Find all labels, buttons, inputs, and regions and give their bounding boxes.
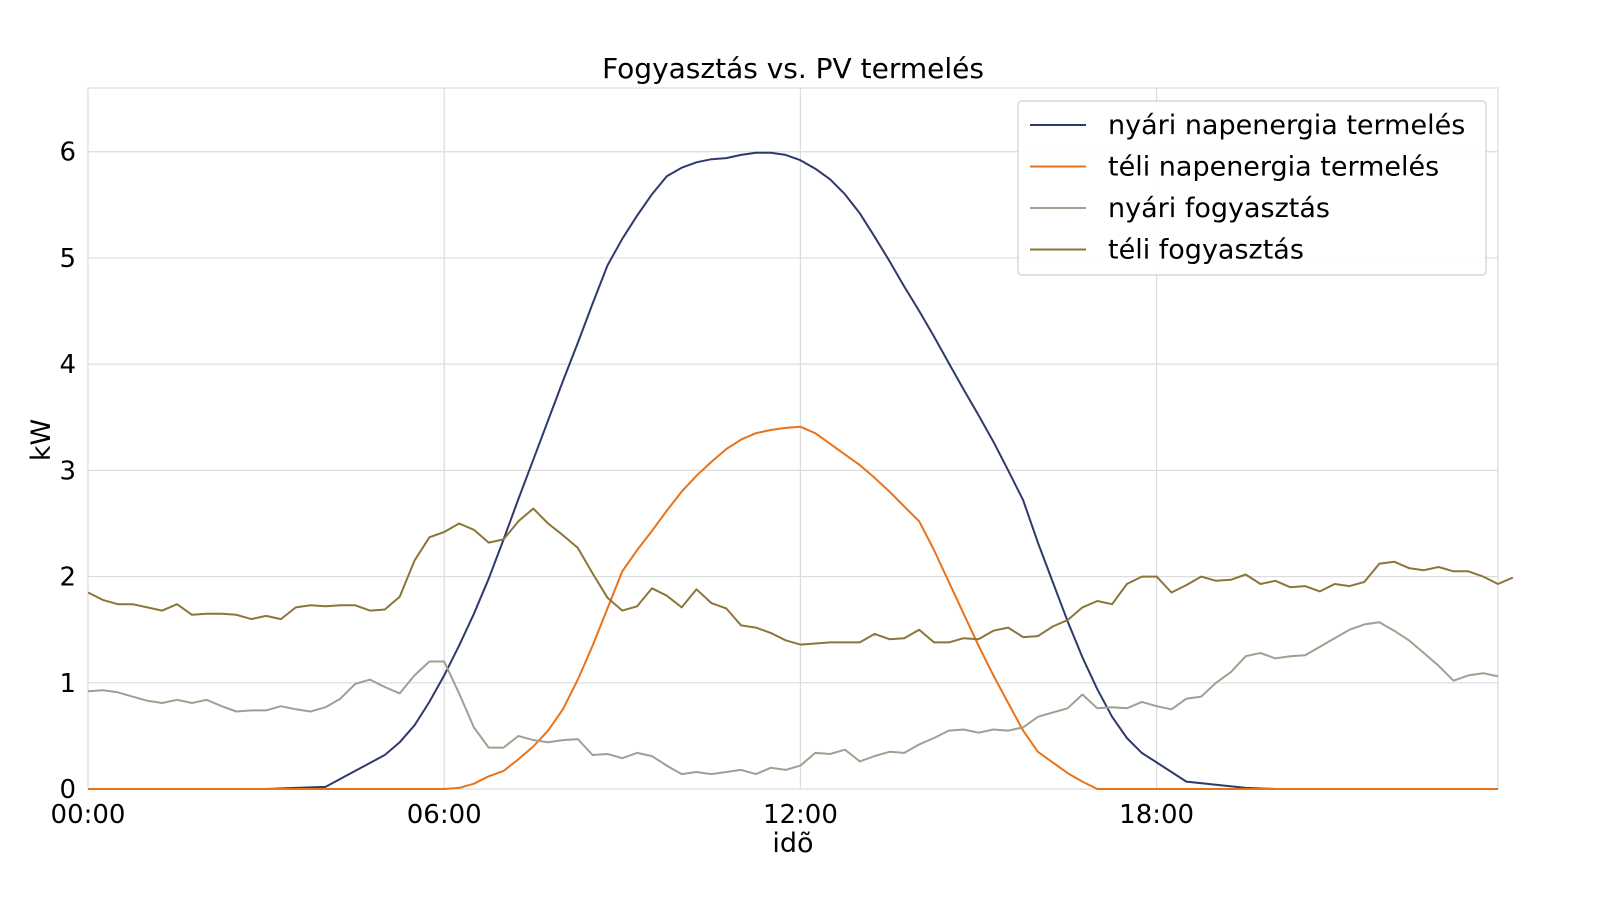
- legend-items: nyári napenergia termelés téli napenergia…: [1030, 110, 1465, 266]
- x-axis-title: idõ: [772, 828, 813, 859]
- legend-item: téli napenergia termelés: [1030, 152, 1439, 183]
- y-tick-label: 3: [59, 456, 76, 486]
- legend-item: nyári napenergia termelés: [1030, 110, 1465, 141]
- series-line-teli-fogyasztas: [87, 507, 1514, 646]
- series-layer: [87, 151, 1514, 790]
- y-tick-label: 6: [59, 138, 76, 168]
- series-line-teli-napenergia-termeles: [88, 425, 1498, 790]
- x-tick-label: 06:00: [407, 800, 482, 830]
- x-tick-label: 12:00: [763, 800, 838, 830]
- legend-label: nyári napenergia termelés: [1108, 110, 1465, 141]
- chart-title: Fogyasztás vs. PV termelés: [602, 52, 984, 85]
- y-axis-title: kW: [26, 419, 57, 461]
- legend: nyári napenergia termelés téli napenergia…: [1017, 100, 1487, 276]
- legend-item: nyári fogyasztás: [1030, 193, 1330, 224]
- y-tick-label: 0: [59, 775, 76, 805]
- x-tick-label: 00:00: [51, 800, 126, 830]
- legend-label: téli fogyasztás: [1108, 235, 1304, 266]
- x-tick-label: 18:00: [1119, 800, 1194, 830]
- y-tick-label: 4: [59, 350, 76, 380]
- legend-label: nyári fogyasztás: [1108, 193, 1330, 224]
- series-line-nyari-fogyasztas: [87, 621, 1499, 776]
- y-tick-label: 5: [59, 244, 76, 274]
- tick-labels: 0 1 2 3 4 5 6 00:00 06:00 12:00 18:00: [51, 138, 1195, 830]
- plot-frame: [87, 87, 1499, 790]
- legend-box: [1017, 100, 1487, 276]
- y-tick-label: 1: [59, 669, 76, 699]
- y-tick-label: 2: [59, 563, 76, 593]
- series-line-nyari-napenergia-termeles: [88, 151, 1498, 790]
- legend-label: téli napenergia termelés: [1108, 152, 1439, 183]
- legend-item: téli fogyasztás: [1030, 235, 1304, 266]
